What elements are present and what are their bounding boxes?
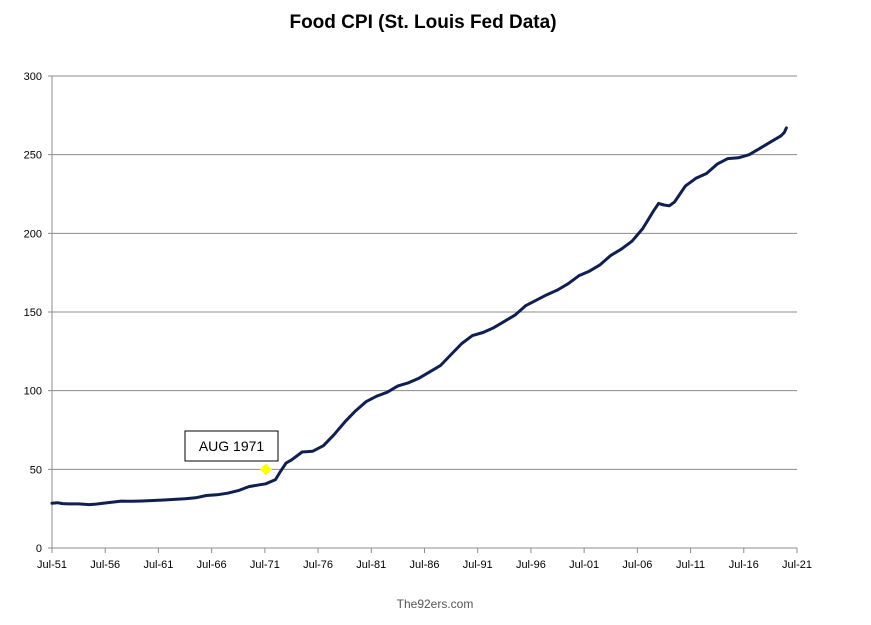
x-tick-label: Jul-76 [303,559,333,571]
annotation-marker [259,463,272,476]
x-tick-label: Jul-71 [250,559,280,571]
x-tick-label: Jul-06 [622,559,652,571]
x-tick-label: Jul-51 [37,559,67,571]
y-tick-label: 50 [30,464,42,476]
axes [48,75,798,553]
y-axis-ticks: 0 50 100 150 200 250 300 [24,71,42,555]
x-tick-label: Jul-86 [410,559,440,571]
y-tick-label: 300 [24,71,42,83]
x-tick-label: Jul-11 [676,559,705,571]
x-tick-label: Jul-66 [197,559,227,571]
x-tick-label: Jul-56 [90,559,120,571]
gridlines [52,75,797,470]
y-tick-label: 250 [24,150,42,162]
x-axis-ticks: Jul-51 Jul-56 Jul-61 Jul-66 Jul-71 Jul-76 Jul-… [37,559,812,571]
chart-title: Food CPI (St. Louis Fed Data) [289,12,556,33]
y-tick-label: 100 [24,386,42,398]
x-tick-label: Jul-96 [516,559,546,571]
source-credit: The92ers.com [397,597,474,611]
annotation: AUG 1971 [184,430,279,476]
x-tick-label: Jul-91 [463,559,493,571]
food-cpi-line [50,126,788,507]
x-tick-label: Jul-16 [729,559,759,571]
y-tick-label: 200 [24,228,42,240]
x-tick-label: Jul-01 [569,559,599,571]
x-tick-label: Jul-81 [356,559,386,571]
annotation-label: AUG 1971 [199,438,265,454]
annotation-box [184,430,279,462]
y-tick-label: 0 [36,543,42,555]
x-tick-label: Jul-21 [782,559,812,571]
x-tick-label: Jul-61 [143,559,173,571]
y-tick-label: 150 [24,307,42,319]
